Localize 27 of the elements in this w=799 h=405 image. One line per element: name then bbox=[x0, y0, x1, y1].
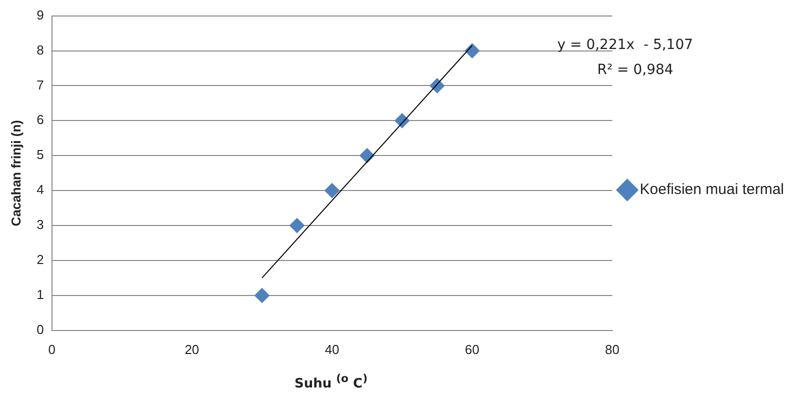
point bbox=[254, 288, 270, 303]
x-tick-label: 40 bbox=[324, 342, 340, 357]
x-tick-label: 20 bbox=[184, 342, 200, 357]
x-tick-label: 80 bbox=[605, 342, 620, 357]
y-tick-label: 3 bbox=[36, 217, 44, 232]
point bbox=[464, 43, 480, 58]
point bbox=[360, 148, 375, 164]
point bbox=[394, 113, 410, 128]
y-tick-label: 5 bbox=[36, 147, 44, 162]
x-axis-title: Suhu $^{(o}$ C$^{)}$ bbox=[293, 372, 369, 392]
annotation: R² = 0,984 bbox=[597, 62, 674, 78]
y-tick-label: 4 bbox=[36, 182, 44, 198]
point bbox=[324, 183, 340, 198]
x-tick-label: 0 bbox=[48, 342, 56, 357]
annotation: y = 0,221x - 5,107 bbox=[557, 36, 694, 53]
y-tick-label: 7 bbox=[36, 77, 44, 92]
legend-label: Koefisien muai termal bbox=[640, 181, 784, 198]
x-tick-label: 60 bbox=[464, 342, 480, 357]
y-tick-label: 8 bbox=[36, 42, 44, 58]
y-tick-label: 9 bbox=[36, 7, 44, 22]
y-axis-title: Cacahan frinji (n) bbox=[8, 120, 24, 226]
point bbox=[430, 78, 445, 94]
point bbox=[290, 218, 305, 234]
y-tick-label: 6 bbox=[36, 112, 44, 128]
y-tick-label: 0 bbox=[36, 322, 44, 337]
y-tick-label: 1 bbox=[36, 287, 44, 302]
y-tick-label: 2 bbox=[36, 252, 44, 268]
